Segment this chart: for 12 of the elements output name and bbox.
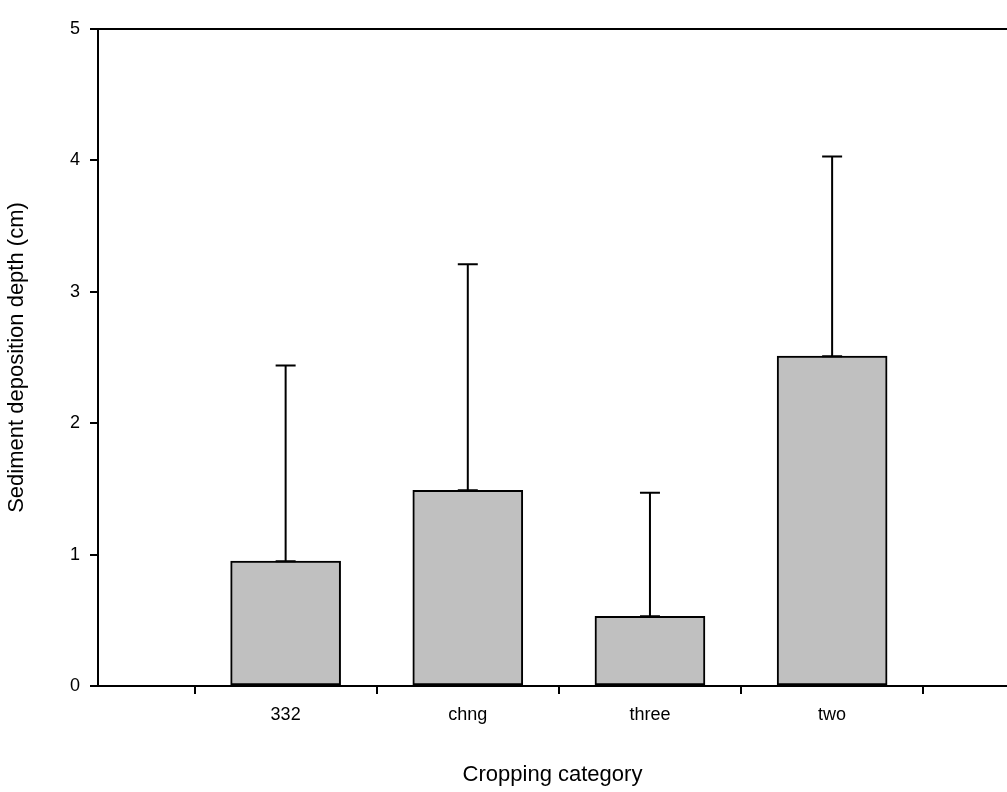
y-axis-title: Sediment deposition depth (cm) xyxy=(3,202,29,513)
x-tick-label: two xyxy=(818,703,847,724)
y-tick-label: 1 xyxy=(69,543,80,564)
y-tick-label: 3 xyxy=(69,280,80,301)
y-tick-label: 5 xyxy=(69,17,80,38)
y-tick-label: 4 xyxy=(69,149,80,170)
x-tick-label: 332 xyxy=(270,703,301,724)
x-tick-label: three xyxy=(629,703,671,724)
x-axis-title: Cropping category xyxy=(462,760,643,786)
y-tick-label: 2 xyxy=(69,412,80,433)
y-tick-label: 0 xyxy=(69,674,80,695)
x-tick-label: chng xyxy=(448,703,488,724)
